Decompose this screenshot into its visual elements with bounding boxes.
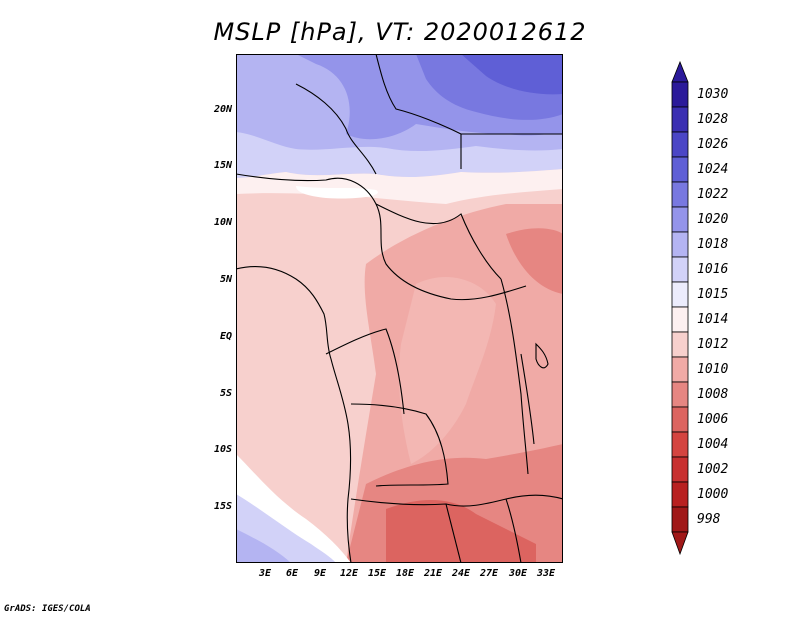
- band-1014: [236, 169, 563, 204]
- lon-tick: 30E: [508, 568, 528, 579]
- lon-tick: 6E: [285, 568, 299, 579]
- lat-tick: 20N: [213, 104, 232, 115]
- colorbar-swatch: [671, 306, 689, 333]
- colorbar-label: 1030: [697, 86, 729, 102]
- colorbar-swatch: [671, 156, 689, 183]
- band-1006: [386, 499, 536, 563]
- band-1024: [461, 54, 563, 95]
- colorbar-arrow-bottom: [671, 531, 689, 556]
- lat-tick: 15S: [213, 501, 232, 512]
- lake-victoria: [535, 342, 549, 369]
- band-white: [296, 186, 378, 199]
- lon-tick: 12E: [339, 568, 359, 579]
- colorbar-swatch: [671, 481, 689, 508]
- colorbar-label: 1022: [697, 186, 729, 202]
- colorbar-swatch: [671, 281, 689, 308]
- colorbar-label: 1020: [697, 211, 729, 227]
- colorbar-label: 998: [697, 511, 721, 527]
- colorbar-swatch: [671, 81, 689, 108]
- colorbar-label: 1016: [697, 261, 729, 277]
- colorbar-swatch: [671, 456, 689, 483]
- lon-tick: 27E: [479, 568, 499, 579]
- band-1008-ne: [506, 228, 563, 294]
- colorbar-label: 1028: [697, 111, 729, 127]
- border-ne-2: [375, 54, 462, 169]
- colorbar-swatch: [671, 131, 689, 158]
- border-angola: [350, 403, 449, 487]
- colorbar-label: 1026: [697, 136, 729, 152]
- map-title: MSLP [hPa], VT: 2020012612: [213, 18, 587, 46]
- border-north: [236, 173, 527, 301]
- lon-tick: 21E: [423, 568, 443, 579]
- border-gabon: [325, 328, 405, 415]
- colorbar-label: 1024: [697, 161, 729, 177]
- colorbar-swatch: [671, 431, 689, 458]
- colorbar-label: 1004: [697, 436, 729, 452]
- coastline-west: [236, 265, 352, 563]
- colorbar-label: 1015: [697, 286, 729, 302]
- lake-tanganyika: [520, 353, 535, 445]
- band-1010b: [399, 276, 496, 464]
- border-ne-1: [295, 83, 377, 175]
- colorbar-swatch: [671, 206, 689, 233]
- lat-tick: 5N: [219, 274, 232, 285]
- lon-tick: 24E: [451, 568, 471, 579]
- coastline-borders: [236, 54, 563, 563]
- lon-tick: 18E: [395, 568, 415, 579]
- mslp-map: [236, 54, 563, 563]
- lat-tick: 10N: [213, 217, 232, 228]
- border-sw: [445, 503, 462, 563]
- colorbar-label: 1006: [697, 411, 729, 427]
- colorbar-swatch: [671, 181, 689, 208]
- lon-tick: 15E: [367, 568, 387, 579]
- grads-credit: GrADS: IGES/COLA: [4, 604, 91, 614]
- lon-tick: 33E: [536, 568, 556, 579]
- lon-tick: 3E: [258, 568, 272, 579]
- colorbar-label: 1000: [697, 486, 729, 502]
- border-east: [500, 278, 529, 475]
- colorbar-swatch: [671, 506, 689, 533]
- lat-tick: EQ: [219, 331, 232, 342]
- colorbar-label: 1018: [697, 236, 729, 252]
- colorbar-swatch: [671, 381, 689, 408]
- colorbar-label: 1002: [697, 461, 729, 477]
- lat-tick: 10S: [213, 444, 232, 455]
- colorbar-label: 1014: [697, 311, 729, 327]
- colorbar-swatch: [671, 231, 689, 258]
- border-se: [505, 498, 522, 563]
- lat-tick: 5S: [219, 388, 232, 399]
- border-central: [375, 203, 502, 280]
- colorbar-label: 1008: [697, 386, 729, 402]
- colorbar-swatch: [671, 256, 689, 283]
- colorbar-swatch: [671, 406, 689, 433]
- colorbar-swatch: [671, 106, 689, 133]
- lon-tick: 9E: [313, 568, 327, 579]
- map-frame: [236, 54, 563, 563]
- band-1018-sw: [236, 529, 291, 563]
- border-south: [350, 494, 563, 507]
- colorbar-swatch: [671, 356, 689, 383]
- colorbar-swatch: [671, 331, 689, 358]
- colorbar-arrow-top: [671, 60, 689, 83]
- lat-tick: 15N: [213, 160, 232, 171]
- colorbar-label: 1010: [697, 361, 729, 377]
- colorbar-label: 1012: [697, 336, 729, 352]
- colorbar: [671, 60, 689, 556]
